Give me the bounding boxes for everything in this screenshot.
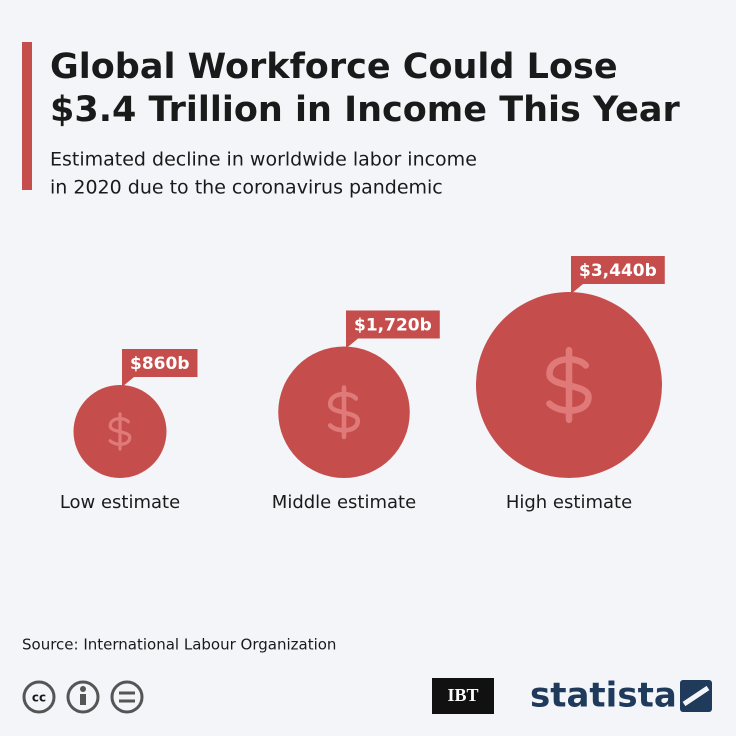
category-label: Low estimate: [60, 492, 180, 513]
source: Source: International Labour Organizatio…: [22, 636, 336, 654]
value-label: $3,440b: [579, 261, 657, 281]
by-body: [80, 694, 86, 705]
value-label-box: [346, 310, 440, 339]
value-label-box: [571, 256, 665, 284]
by-icon: [66, 680, 100, 714]
value-label: $860b: [130, 354, 189, 374]
title-line: $3.4 Trillion in Income This Year: [50, 90, 680, 130]
subtitle-line: in 2020 due to the coronavirus pandemic: [50, 177, 443, 199]
subtitle-line: Estimated decline in worldwide labor inc…: [50, 149, 477, 171]
cc-icon: [22, 680, 56, 714]
title-accent: [22, 42, 32, 190]
ibt-logo-box: [432, 678, 494, 714]
value-label-box: [122, 349, 198, 377]
title-line: Global Workforce Could Lose: [50, 47, 618, 87]
value-label-pointer: [122, 377, 134, 387]
value-label-pointer: [346, 338, 358, 349]
statista-mark-cut: [682, 685, 710, 707]
dollar-icon: [108, 412, 132, 451]
value-label-pointer: [571, 284, 583, 294]
dollar-icon: [546, 346, 592, 424]
nd-icon: [110, 680, 144, 714]
statista-logo: statista: [530, 676, 677, 716]
dollar-icon: [327, 385, 361, 440]
category-label: Middle estimate: [272, 492, 416, 513]
value-label: $1,720b: [354, 315, 432, 335]
by-head: [80, 686, 86, 692]
category-label: High estimate: [506, 492, 632, 513]
license-icons: [22, 680, 144, 714]
cc-text: cc: [32, 691, 46, 705]
ibt-logo: IBT: [447, 685, 478, 705]
